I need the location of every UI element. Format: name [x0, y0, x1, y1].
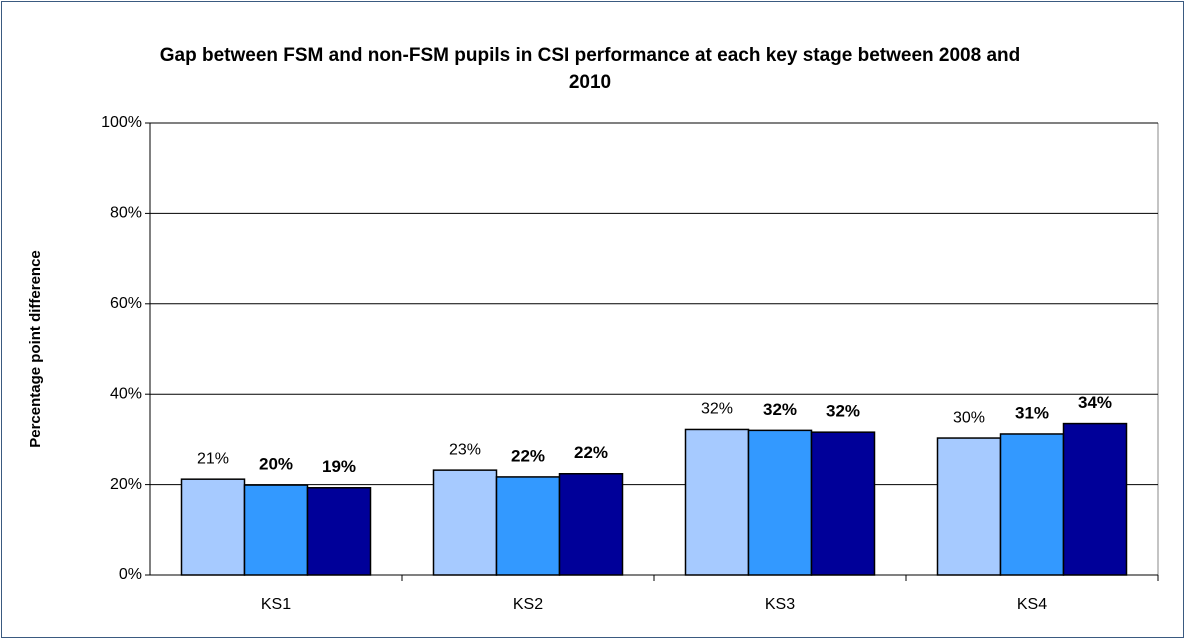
- bar: [747, 429, 813, 576]
- value-label: 22%: [574, 443, 608, 462]
- bar: [306, 487, 372, 576]
- y-tick-label: 60%: [110, 295, 142, 312]
- bar: [558, 473, 624, 576]
- value-label: 23%: [449, 441, 481, 458]
- bar: [684, 428, 750, 576]
- value-label: 19%: [322, 457, 356, 476]
- bar: [1062, 422, 1128, 576]
- bar: [810, 431, 876, 576]
- bar: [936, 437, 1002, 576]
- bar: [243, 484, 309, 576]
- bar: [432, 469, 498, 576]
- x-tick-label: KS1: [261, 596, 291, 613]
- x-tick-label: KS3: [765, 596, 795, 613]
- bar: [999, 433, 1065, 576]
- y-tick-label: 40%: [110, 385, 142, 402]
- value-label: 22%: [511, 446, 545, 465]
- value-label: 32%: [701, 401, 733, 418]
- value-label: 32%: [763, 400, 797, 419]
- y-tick-label: 100%: [101, 114, 142, 131]
- value-label: 34%: [1078, 393, 1112, 412]
- value-label: 20%: [259, 455, 293, 474]
- value-label: 21%: [197, 450, 229, 467]
- chart-title: Gap between FSM and non-FSM pupils in CS…: [159, 45, 1021, 93]
- bar: [180, 478, 246, 576]
- bar: [495, 476, 561, 576]
- value-label: 32%: [826, 402, 860, 421]
- x-tick-label: KS4: [1017, 596, 1047, 613]
- x-tick-label: KS2: [513, 596, 543, 613]
- value-label: 31%: [1015, 403, 1049, 422]
- y-axis-label: Percentage point difference: [27, 250, 44, 448]
- value-label: 30%: [953, 409, 985, 426]
- y-tick-label: 0%: [119, 566, 142, 583]
- y-tick-label: 80%: [110, 205, 142, 222]
- y-tick-label: 20%: [110, 476, 142, 493]
